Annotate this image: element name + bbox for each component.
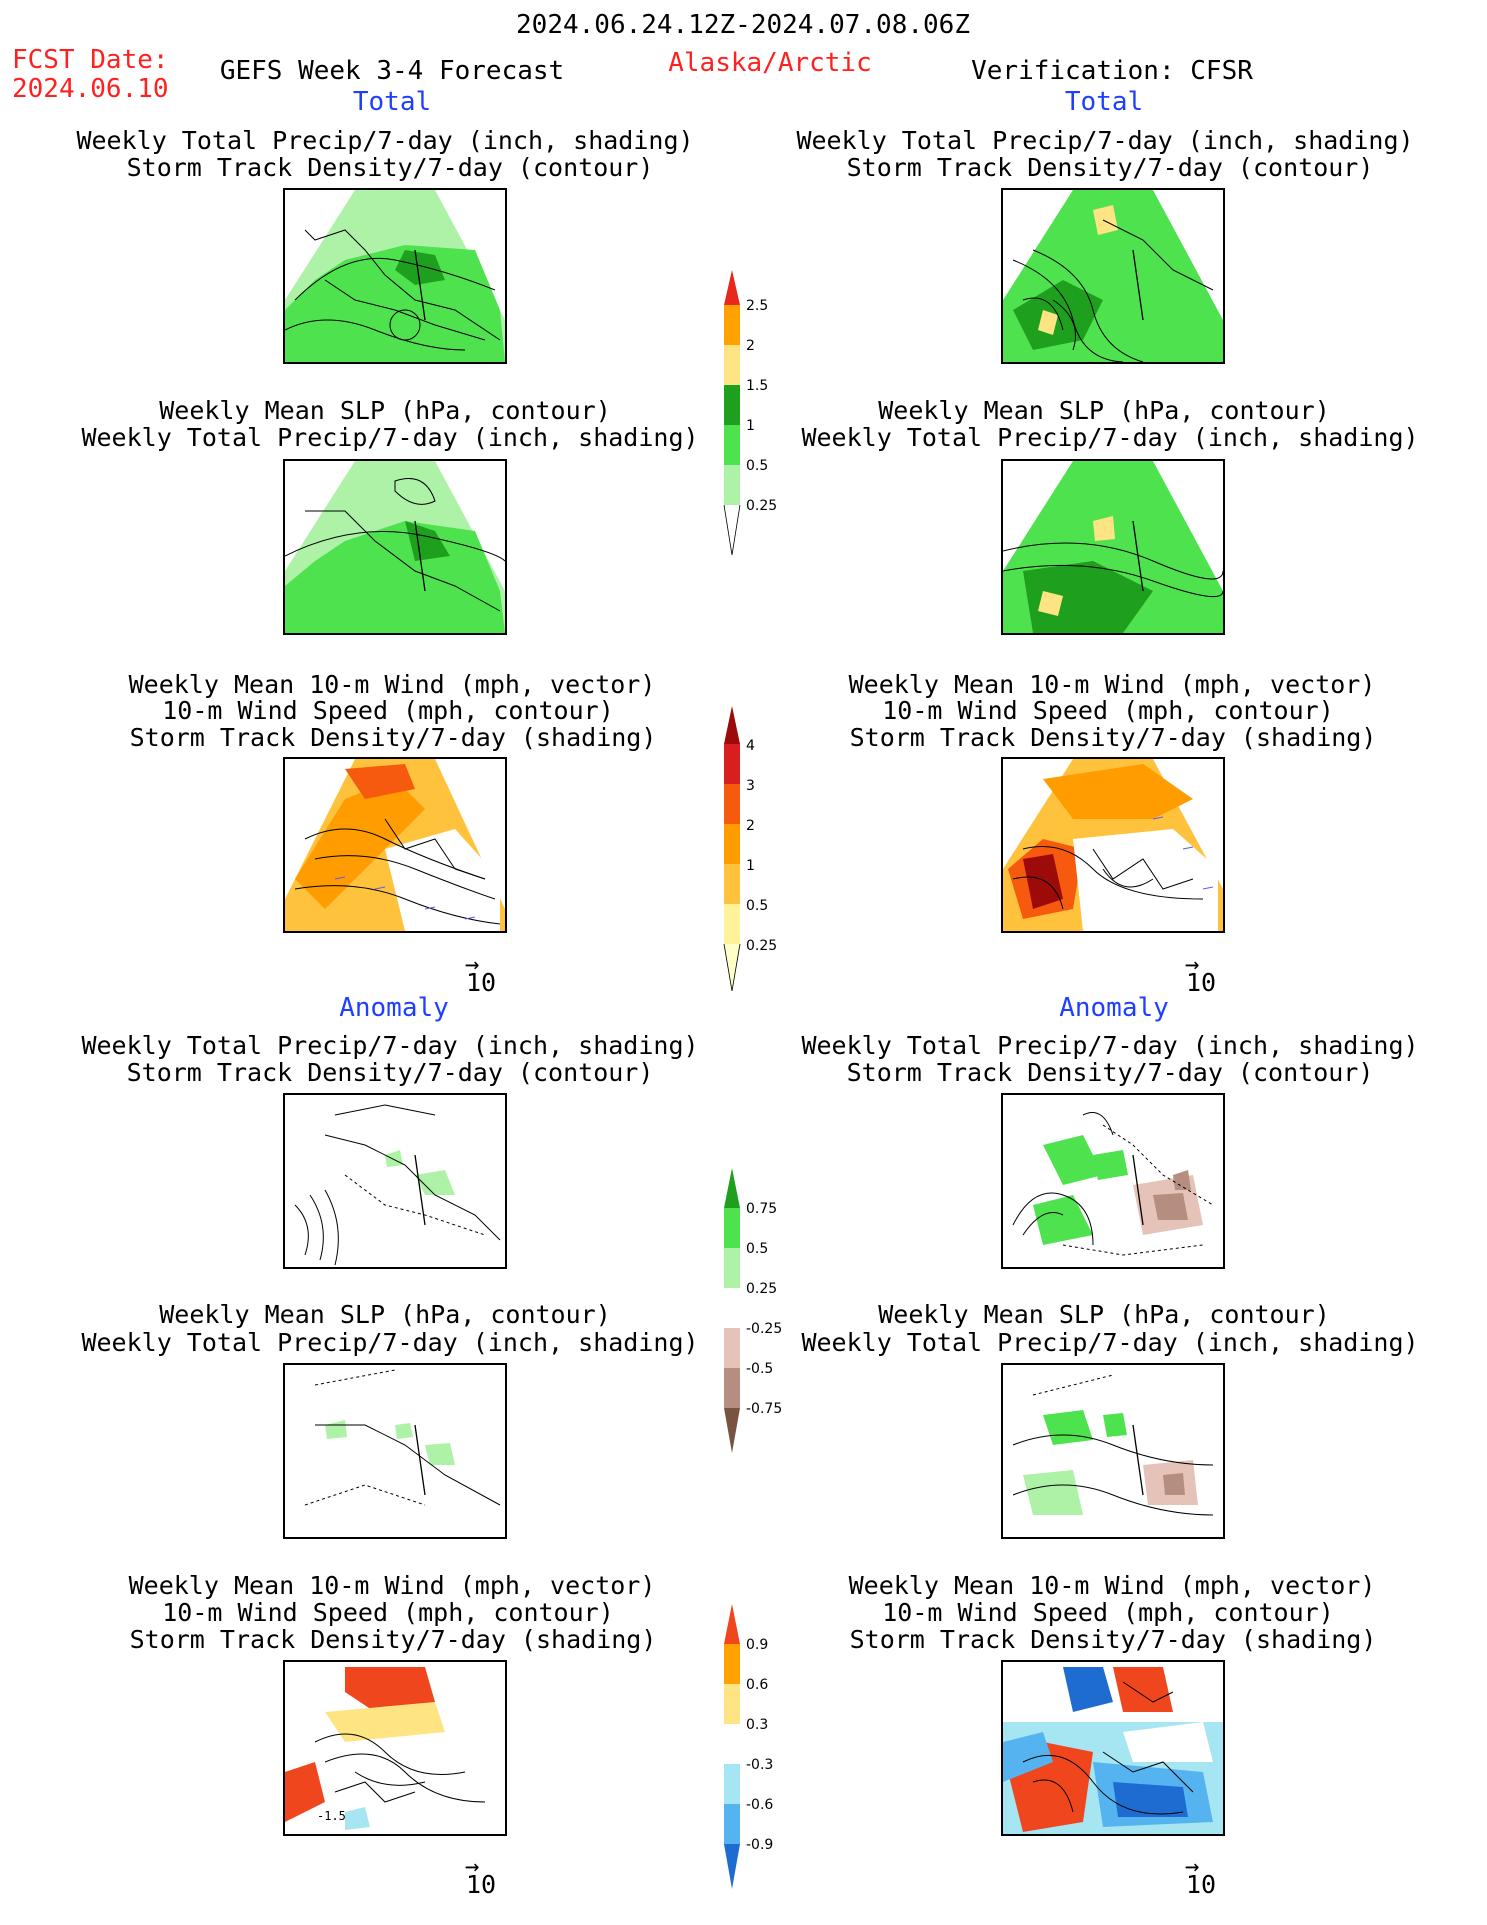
colorbar-precip-total-top bbox=[724, 270, 740, 305]
map-total-precip-storm-verification bbox=[1001, 188, 1225, 364]
vector-ref-l6: 10 bbox=[466, 1870, 497, 1899]
title-l5-line1: Weekly Mean SLP (hPa, contour) bbox=[159, 1300, 611, 1329]
colorbar-precip-anom: 0.75 0.5 0.25 -0.25 -0.5 -0.75 bbox=[722, 1168, 802, 1453]
colorbar-storm-total-label-5: 0.25 bbox=[746, 938, 778, 954]
section-total-right: Total bbox=[1064, 87, 1144, 117]
title-r2-line2: Weekly Total Precip/7-day (inch, shading… bbox=[801, 423, 1419, 452]
verification-title: Verification: CFSR bbox=[971, 56, 1253, 86]
section-anomaly-left: Anomaly bbox=[339, 993, 449, 1023]
vector-ref-l3: 10 bbox=[466, 968, 497, 997]
map-total-slp-precip-forecast bbox=[283, 459, 507, 635]
title-r1-line2: Storm Track Density/7-day (contour) bbox=[846, 153, 1374, 182]
colorbar-precip-total-label-4: 0.5 bbox=[746, 458, 769, 474]
section-anomaly-right: Anomaly bbox=[1059, 993, 1169, 1023]
colorbar-precip-total-label-3: 1 bbox=[746, 418, 755, 434]
colorbar-storm-anom-label-3: -0.3 bbox=[746, 1757, 774, 1773]
map-anom-wind-storm-verification bbox=[1001, 1660, 1225, 1836]
colorbar-storm-total-label-3: 1 bbox=[746, 858, 755, 874]
vector-ref-r6: 10 bbox=[1186, 1870, 1217, 1899]
date-range: 2024.06.24.12Z-2024.07.08.06Z bbox=[516, 10, 970, 40]
colorbar-storm-anom-label-5: -0.9 bbox=[746, 1837, 774, 1853]
colorbar-precip-total-label-0: 2.5 bbox=[746, 298, 769, 314]
colorbar-precip-anom-label-3: -0.25 bbox=[746, 1321, 783, 1337]
colorbar-precip-anom-label-2: 0.25 bbox=[746, 1281, 778, 1297]
map-anom-precip-storm-forecast bbox=[283, 1093, 507, 1269]
colorbar-precip-total-label-2: 1.5 bbox=[746, 378, 769, 394]
title-l3-line2: 10-m Wind Speed (mph, contour) bbox=[162, 696, 614, 725]
title-l6-line1: Weekly Mean 10-m Wind (mph, vector) bbox=[128, 1571, 656, 1600]
title-r3-line1: Weekly Mean 10-m Wind (mph, vector) bbox=[848, 670, 1376, 699]
title-r6-line2: 10-m Wind Speed (mph, contour) bbox=[882, 1598, 1334, 1627]
colorbar-storm-total: 4 3 2 1 0.5 0.25 bbox=[722, 706, 802, 991]
title-r4-line2: Storm Track Density/7-day (contour) bbox=[846, 1058, 1374, 1087]
colorbar-storm-total-label-2: 2 bbox=[746, 818, 755, 834]
colorbar-precip-anom-label-5: -0.75 bbox=[746, 1401, 783, 1417]
title-l1-line2: Storm Track Density/7-day (contour) bbox=[126, 153, 654, 182]
map-anom-slp-precip-forecast bbox=[283, 1363, 507, 1539]
map-total-wind-storm-verification bbox=[1001, 757, 1225, 933]
title-l3-line3: Storm Track Density/7-day (shading) bbox=[129, 723, 657, 752]
title-l4-line2: Storm Track Density/7-day (contour) bbox=[126, 1058, 654, 1087]
section-total-left: Total bbox=[352, 87, 432, 117]
colorbar-storm-total-label-4: 0.5 bbox=[746, 898, 769, 914]
colorbar-storm-total-label-0: 4 bbox=[746, 738, 755, 754]
colorbar-precip-total-label-1: 2 bbox=[746, 338, 755, 354]
colorbar-storm-anom: 0.9 0.6 0.3 -0.3 -0.6 -0.9 bbox=[722, 1604, 802, 1889]
map-total-slp-precip-verification bbox=[1001, 459, 1225, 635]
title-r2-line1: Weekly Mean SLP (hPa, contour) bbox=[878, 396, 1330, 425]
title-l6-line2: 10-m Wind Speed (mph, contour) bbox=[162, 1598, 614, 1627]
anom-wind-min-label: -1.5 bbox=[317, 1809, 346, 1823]
region-title: Alaska/Arctic bbox=[668, 48, 872, 78]
map-total-wind-storm-forecast bbox=[283, 757, 507, 933]
map-anom-wind-storm-forecast: -1.5 bbox=[283, 1660, 507, 1836]
title-r6-line1: Weekly Mean 10-m Wind (mph, vector) bbox=[848, 1571, 1376, 1600]
vector-ref-arrow-r6: → bbox=[1185, 1852, 1200, 1880]
fcst-date: 2024.06.10 bbox=[12, 74, 169, 104]
title-l2-line1: Weekly Mean SLP (hPa, contour) bbox=[159, 396, 611, 425]
title-r4-line1: Weekly Total Precip/7-day (inch, shading… bbox=[801, 1031, 1419, 1060]
vector-ref-arrow-r3: → bbox=[1185, 950, 1200, 978]
colorbar-precip-anom-label-1: 0.5 bbox=[746, 1241, 769, 1257]
colorbar-storm-anom-label-4: -0.6 bbox=[746, 1797, 774, 1813]
map-total-precip-storm-forecast bbox=[283, 188, 507, 364]
vector-ref-arrow-l6: → bbox=[465, 1852, 480, 1880]
colorbar-storm-anom-label-1: 0.6 bbox=[746, 1677, 769, 1693]
title-r3-line3: Storm Track Density/7-day (shading) bbox=[849, 723, 1377, 752]
title-l3-line1: Weekly Mean 10-m Wind (mph, vector) bbox=[128, 670, 656, 699]
colorbar-precip-anom-label-4: -0.5 bbox=[746, 1361, 774, 1377]
fcst-date-label: FCST Date: bbox=[12, 45, 169, 75]
title-l5-line2: Weekly Total Precip/7-day (inch, shading… bbox=[81, 1328, 699, 1357]
vector-ref-r3: 10 bbox=[1186, 968, 1217, 997]
colorbar-storm-total-label-1: 3 bbox=[746, 778, 755, 794]
title-l1-line1: Weekly Total Precip/7-day (inch, shading… bbox=[76, 126, 694, 155]
vector-ref-arrow-l3: → bbox=[465, 950, 480, 978]
map-anom-slp-precip-verification bbox=[1001, 1363, 1225, 1539]
title-r6-line3: Storm Track Density/7-day (shading) bbox=[849, 1625, 1377, 1654]
title-l2-line2: Weekly Total Precip/7-day (inch, shading… bbox=[81, 423, 699, 452]
colorbar-precip-anom-label-0: 0.75 bbox=[746, 1201, 778, 1217]
title-l6-line3: Storm Track Density/7-day (shading) bbox=[129, 1625, 657, 1654]
title-r5-line2: Weekly Total Precip/7-day (inch, shading… bbox=[801, 1328, 1419, 1357]
forecast-title: GEFS Week 3-4 Forecast bbox=[219, 56, 565, 86]
colorbar-storm-anom-label-0: 0.9 bbox=[746, 1637, 769, 1653]
colorbar-storm-anom-label-2: 0.3 bbox=[746, 1717, 769, 1733]
title-r5-line1: Weekly Mean SLP (hPa, contour) bbox=[878, 1300, 1330, 1329]
title-r3-line2: 10-m Wind Speed (mph, contour) bbox=[882, 696, 1334, 725]
colorbar-precip-total-label-5: 0.25 bbox=[746, 498, 778, 514]
colorbar-precip-total: 2.5 2 1.5 1 0.5 0.25 bbox=[722, 270, 802, 555]
title-r1-line1: Weekly Total Precip/7-day (inch, shading… bbox=[796, 126, 1414, 155]
map-anom-precip-storm-verification bbox=[1001, 1093, 1225, 1269]
title-l4-line1: Weekly Total Precip/7-day (inch, shading… bbox=[81, 1031, 699, 1060]
